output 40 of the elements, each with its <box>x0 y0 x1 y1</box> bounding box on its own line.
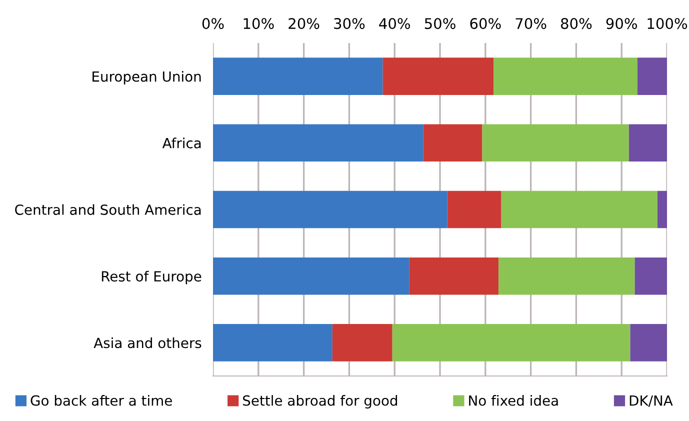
bar <box>213 124 424 162</box>
x-tick-label: 80% <box>560 18 592 30</box>
x-tick-label: 90% <box>606 18 637 30</box>
x-tick-label: 20% <box>288 18 320 30</box>
bar <box>423 124 482 162</box>
bar <box>409 257 499 295</box>
y-tick-label: Asia and others <box>94 337 202 348</box>
bar <box>634 257 667 295</box>
bar <box>498 257 635 295</box>
x-tick-label: 30% <box>334 18 365 30</box>
bar <box>213 58 383 95</box>
y-tick-label: Central and South America <box>15 204 201 215</box>
bar <box>501 190 658 228</box>
bar <box>392 324 630 362</box>
bar <box>637 58 667 95</box>
bar <box>628 124 667 162</box>
bar <box>657 190 667 228</box>
bar <box>482 124 629 162</box>
legend-label: No fixed idea <box>469 395 558 406</box>
bar <box>213 324 332 362</box>
y-tick-label: Rest of Europe <box>102 270 202 284</box>
legend-label: Go back after a time <box>30 395 172 406</box>
bar <box>494 58 638 95</box>
bar <box>332 324 392 362</box>
bar <box>382 58 494 95</box>
x-tick-label: 70% <box>516 18 546 30</box>
x-tick-label: 0% <box>202 18 224 30</box>
bar <box>630 324 667 362</box>
x-tick-label: 10% <box>244 18 274 30</box>
bar <box>213 190 448 228</box>
legend-label: Settle abroad for good <box>243 395 398 408</box>
bar <box>213 257 410 295</box>
y-tick-label: Africa <box>162 138 201 148</box>
bar <box>447 190 502 228</box>
x-tick-label: 100% <box>648 18 688 30</box>
x-tick-label: 50% <box>424 18 456 30</box>
x-tick-label: 40% <box>379 18 410 30</box>
legend-label: DK/NA <box>630 395 673 407</box>
y-tick-label: European Union <box>92 71 201 84</box>
x-tick-label: 60% <box>470 18 501 30</box>
